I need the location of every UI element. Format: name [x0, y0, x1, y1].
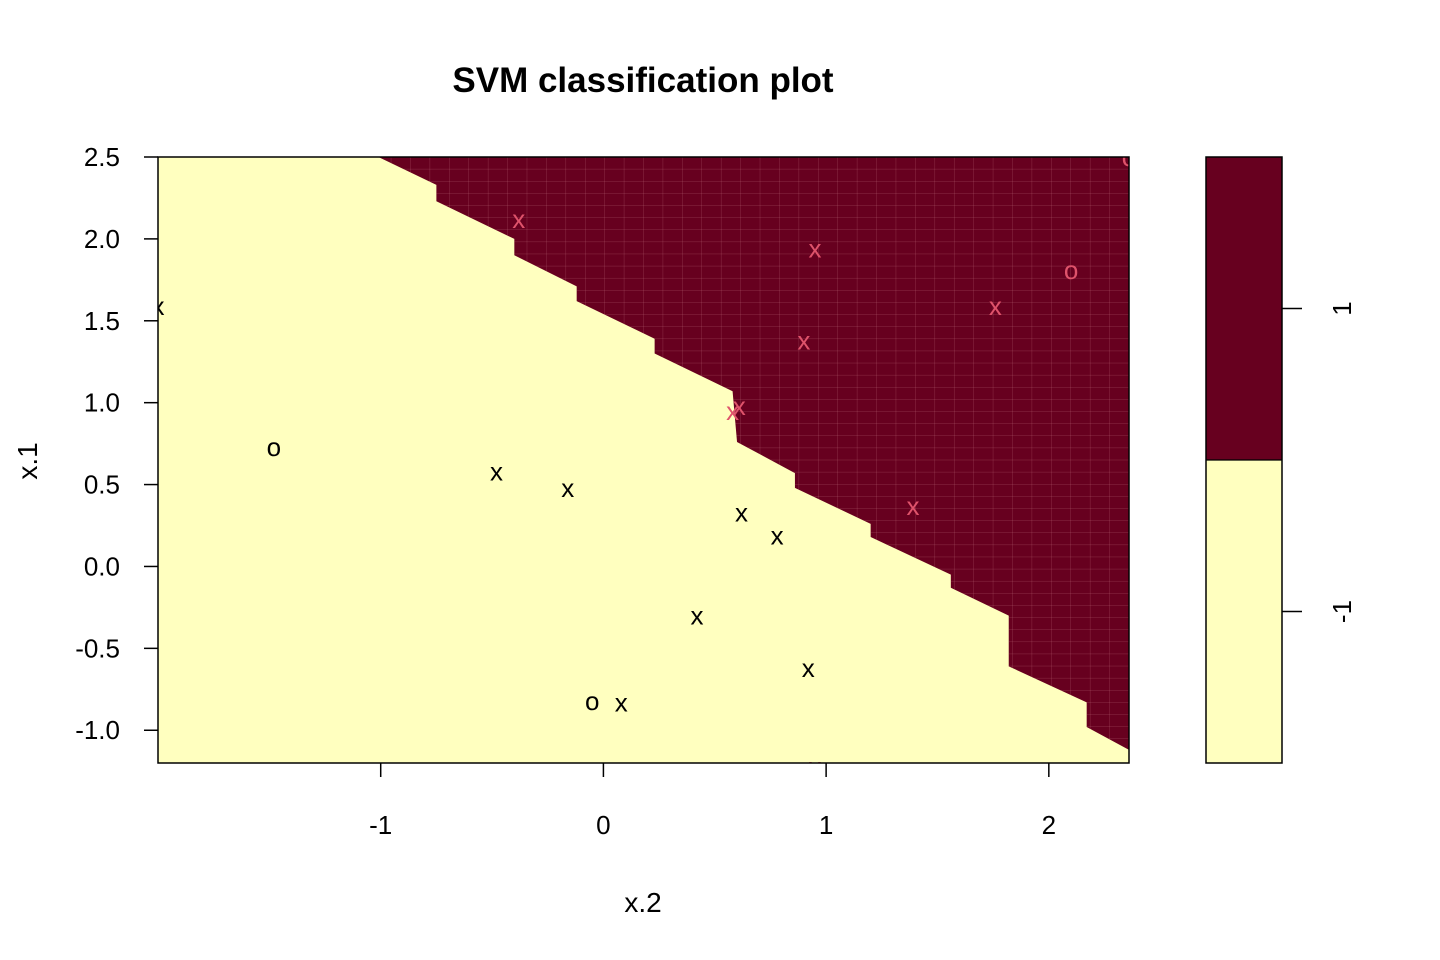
- region-class-1: [158, 157, 1129, 750]
- y-tick-label: 1.0: [84, 388, 120, 418]
- data-point: x: [808, 234, 821, 264]
- color-key: 1 -1: [1205, 156, 1357, 764]
- data-point: x: [808, 751, 821, 781]
- key-label: 1: [1327, 301, 1357, 315]
- data-point: x: [152, 291, 165, 321]
- y-tick-label: 1.5: [84, 306, 120, 336]
- y-tick-label: 2.0: [84, 224, 120, 254]
- x-tick-label: 1: [819, 810, 833, 840]
- data-point: x: [735, 497, 748, 527]
- data-point: x: [690, 601, 703, 631]
- y-axis: -1.0 -0.5 0.0 0.5 1.0 1.5 2.0 2.5: [75, 142, 158, 745]
- data-point: x: [771, 520, 784, 550]
- data-point: x: [726, 396, 739, 426]
- key-label: -1: [1327, 600, 1357, 623]
- data-point: x: [733, 391, 746, 421]
- data-point: x: [989, 291, 1002, 321]
- y-tick-label: 2.5: [84, 142, 120, 172]
- support-vector-point: o: [585, 686, 599, 716]
- data-point: x: [906, 491, 919, 521]
- y-tick-label: 0.0: [84, 551, 120, 581]
- data-point: x: [615, 687, 628, 717]
- y-axis-label: x.1: [12, 442, 43, 479]
- support-vector-point: o: [1122, 142, 1136, 172]
- data-point: x: [561, 473, 574, 503]
- support-vector-point: o: [1064, 255, 1078, 285]
- x-tick-label: 0: [596, 810, 610, 840]
- y-tick-label: 0.5: [84, 470, 120, 500]
- data-point: x: [490, 456, 503, 486]
- y-tick-label: -1.0: [75, 715, 120, 745]
- key-swatch-class-neg1: [1206, 460, 1282, 763]
- chart-title: SVM classification plot: [452, 61, 834, 100]
- x-axis: -1 0 1 2: [369, 763, 1056, 840]
- y-tick-label: -0.5: [75, 633, 120, 663]
- x-tick-label: 2: [1042, 810, 1056, 840]
- x-tick-label: -1: [369, 810, 392, 840]
- support-vector-point: o: [267, 432, 281, 462]
- x-axis-label: x.2: [624, 887, 661, 918]
- plot-frame: [157, 156, 1130, 764]
- key-swatch-class-1: [1206, 157, 1282, 460]
- data-point: x: [802, 653, 815, 683]
- data-point: x: [797, 325, 810, 355]
- data-point: x: [512, 204, 525, 234]
